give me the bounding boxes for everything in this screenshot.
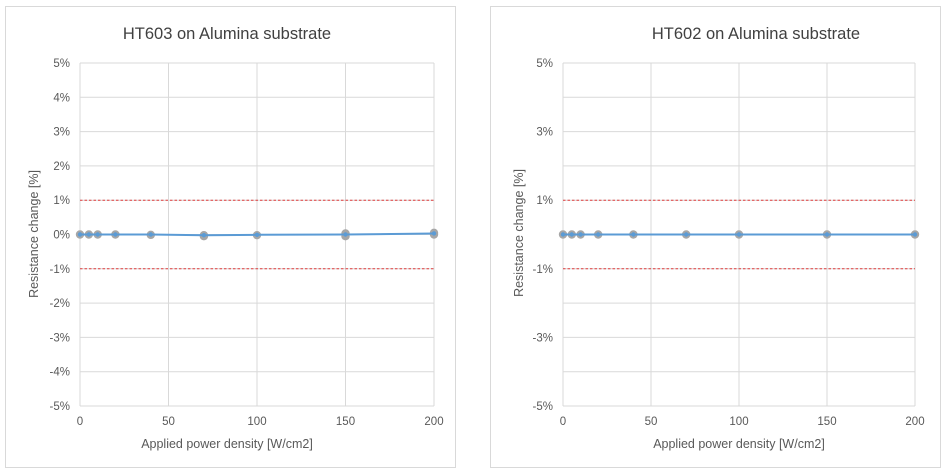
y-tick-label: 3% bbox=[536, 127, 553, 139]
series-point bbox=[596, 232, 601, 237]
chart-title: HT603 on Alumina substrate bbox=[123, 25, 331, 43]
y-tick-label: 2% bbox=[53, 161, 70, 173]
series-point bbox=[736, 232, 742, 237]
chart-svg-ht602: HT602 on Alumina substrate Applied power… bbox=[512, 25, 925, 451]
series-point bbox=[431, 231, 437, 236]
y-axis-label: Resistance change [%] bbox=[27, 170, 41, 298]
y-tick-label: 1% bbox=[536, 195, 553, 207]
x-tick-label: 150 bbox=[817, 416, 836, 428]
y-tick-label: -4% bbox=[50, 367, 70, 379]
x-axis-label: Applied power density [W/cm2] bbox=[141, 437, 313, 451]
y-tick-label: -3% bbox=[533, 332, 553, 344]
x-tick-label: 100 bbox=[729, 416, 748, 428]
series-point bbox=[560, 232, 566, 237]
series-point bbox=[569, 232, 574, 237]
y-tick-label: -5% bbox=[50, 401, 70, 413]
y-tick-label: -1% bbox=[50, 264, 70, 276]
y-tick-label: -2% bbox=[50, 298, 70, 310]
y-tick-label: -5% bbox=[533, 401, 553, 413]
series-point bbox=[113, 232, 118, 237]
chart-panel-ht602: HT602 on Alumina substrate Applied power… bbox=[490, 6, 941, 468]
y-tick-label: 1% bbox=[53, 195, 70, 207]
x-tick-label: 150 bbox=[336, 416, 355, 428]
y-tick-label: 5% bbox=[536, 58, 553, 70]
series-point bbox=[578, 232, 583, 237]
y-tick-label: 3% bbox=[53, 127, 70, 139]
x-tick-label: 0 bbox=[560, 416, 566, 428]
x-tick-label: 0 bbox=[77, 416, 83, 428]
x-tick-label: 200 bbox=[424, 416, 443, 428]
series-point bbox=[631, 232, 636, 237]
x-tick-label: 200 bbox=[905, 416, 924, 428]
y-tick-label: 0% bbox=[53, 230, 70, 242]
x-tick-label: 100 bbox=[247, 416, 266, 428]
y-tick-label: -3% bbox=[50, 332, 70, 344]
series-point bbox=[912, 232, 918, 237]
y-tick-label: 5% bbox=[53, 58, 70, 70]
series-point bbox=[343, 232, 348, 237]
x-tick-label: 50 bbox=[645, 416, 658, 428]
y-axis-label: Resistance change [%] bbox=[512, 169, 526, 297]
y-tick-label: -1% bbox=[533, 264, 553, 276]
series-point bbox=[95, 232, 100, 237]
y-tick-label: 4% bbox=[53, 92, 70, 104]
chart-title: HT602 on Alumina substrate bbox=[652, 25, 860, 43]
series-point bbox=[148, 232, 153, 237]
chart-panel-ht603: HT603 on Alumina substrate Applied power… bbox=[5, 6, 456, 468]
x-tick-label: 50 bbox=[162, 416, 175, 428]
series-point bbox=[684, 232, 689, 237]
series-point bbox=[77, 232, 83, 237]
series-point bbox=[254, 232, 260, 238]
x-axis-label: Applied power density [W/cm2] bbox=[653, 437, 825, 451]
series-point bbox=[824, 232, 830, 237]
chart-svg-ht603: HT603 on Alumina substrate Applied power… bbox=[27, 25, 444, 451]
series-point bbox=[86, 232, 92, 237]
series-point bbox=[201, 232, 207, 238]
